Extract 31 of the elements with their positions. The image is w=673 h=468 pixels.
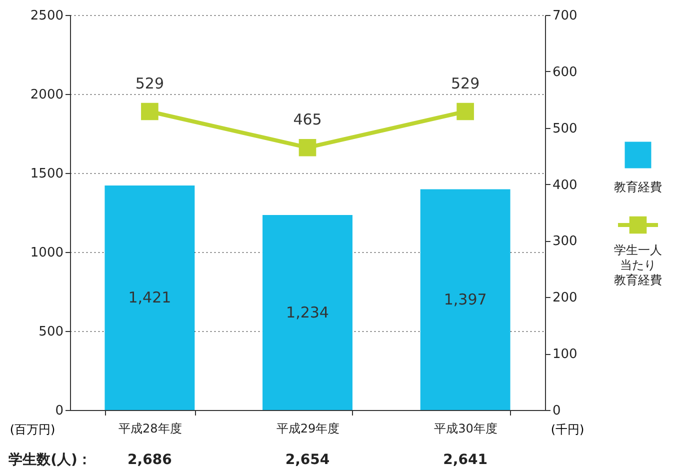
y2-axis-title: (千円) (550, 422, 584, 436)
y2-tick-label: 200 (552, 290, 578, 306)
data-label: 529 (135, 74, 164, 92)
data-label: 465 (293, 110, 322, 129)
data-label: 1,421 (128, 288, 172, 307)
text: 学生数(人)： (8, 452, 92, 468)
y2-tick-label: 400 (552, 178, 578, 193)
text: 2,641 (443, 452, 488, 468)
legend-label: 学生一人当たり教育経費 (614, 243, 662, 287)
y2-tick-label: 500 (552, 121, 578, 136)
x-tick-label: 平成28年度 (118, 422, 182, 436)
y-tick-label: 1500 (30, 166, 64, 182)
x-tick-label: 平成30年度 (434, 422, 498, 436)
y2-tick-label: 100 (552, 347, 578, 362)
text: 2,686 (128, 452, 172, 468)
y-tick-label: 1000 (30, 246, 64, 260)
y2-tick-label: 700 (552, 8, 578, 24)
y-axis-title: (百万円) (10, 422, 56, 436)
data-label: 529 (450, 74, 480, 92)
text: 2,654 (285, 452, 330, 468)
y2-tick-label: 600 (552, 64, 578, 80)
y-tick-label: 0 (55, 404, 64, 418)
y-tick-label: 2000 (30, 88, 64, 102)
data-label: 1,397 (444, 290, 487, 309)
y-tick-label: 2500 (30, 8, 64, 24)
y2-tick-label: 300 (552, 234, 578, 250)
legend-label: 教育経費 (614, 180, 662, 194)
data-label: 1,234 (286, 304, 329, 322)
x-tick-label: 平成29年度 (276, 422, 340, 436)
y-tick-label: 500 (38, 324, 64, 340)
y2-tick-label: 0 (552, 404, 561, 418)
